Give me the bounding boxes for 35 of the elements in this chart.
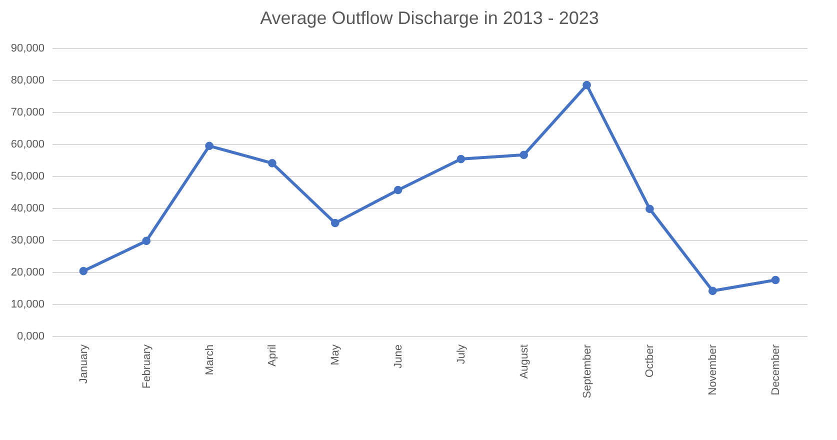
y-tick-label: 40,000 [10,202,44,214]
y-tick-label: 90,000 [10,42,44,54]
point [330,218,340,228]
point [456,154,466,164]
x-tick-label: June [392,344,405,368]
x-tick-label: November [707,344,720,396]
y-tick-label: 60,000 [10,138,44,150]
point [394,186,402,194]
point [646,204,654,214]
y-tick-label: 70,000 [10,106,44,118]
point [142,236,151,246]
x-tick-label: September [581,344,594,398]
y-tick-label: 80,000 [10,74,44,86]
x-tick-label: May [330,344,342,366]
x-tick-label: July [455,344,468,364]
x-tick-label: August [518,344,530,379]
y-tick-label: 30,000 [10,234,44,246]
x-tick-label: March [204,344,216,376]
point [771,276,780,284]
point [268,159,276,168]
point [708,286,717,296]
point [582,80,591,90]
y-tick-label: 20,000 [10,266,44,278]
x-tick-label: Octber [644,344,656,378]
y-tick-label: 50,000 [10,170,44,182]
x-tick-label: February [140,344,153,389]
point [205,142,214,150]
point [79,266,88,276]
x-tick-label: December [770,344,782,396]
point [520,150,528,160]
y-tick-label: 0,000 [16,330,44,342]
x-tick-label: April [266,344,279,367]
chart-title: Average Outflow Discharge in 2013 - 2023 [260,8,599,28]
y-tick-label: 10,000 [10,298,44,310]
x-tick-label: January [78,344,90,384]
